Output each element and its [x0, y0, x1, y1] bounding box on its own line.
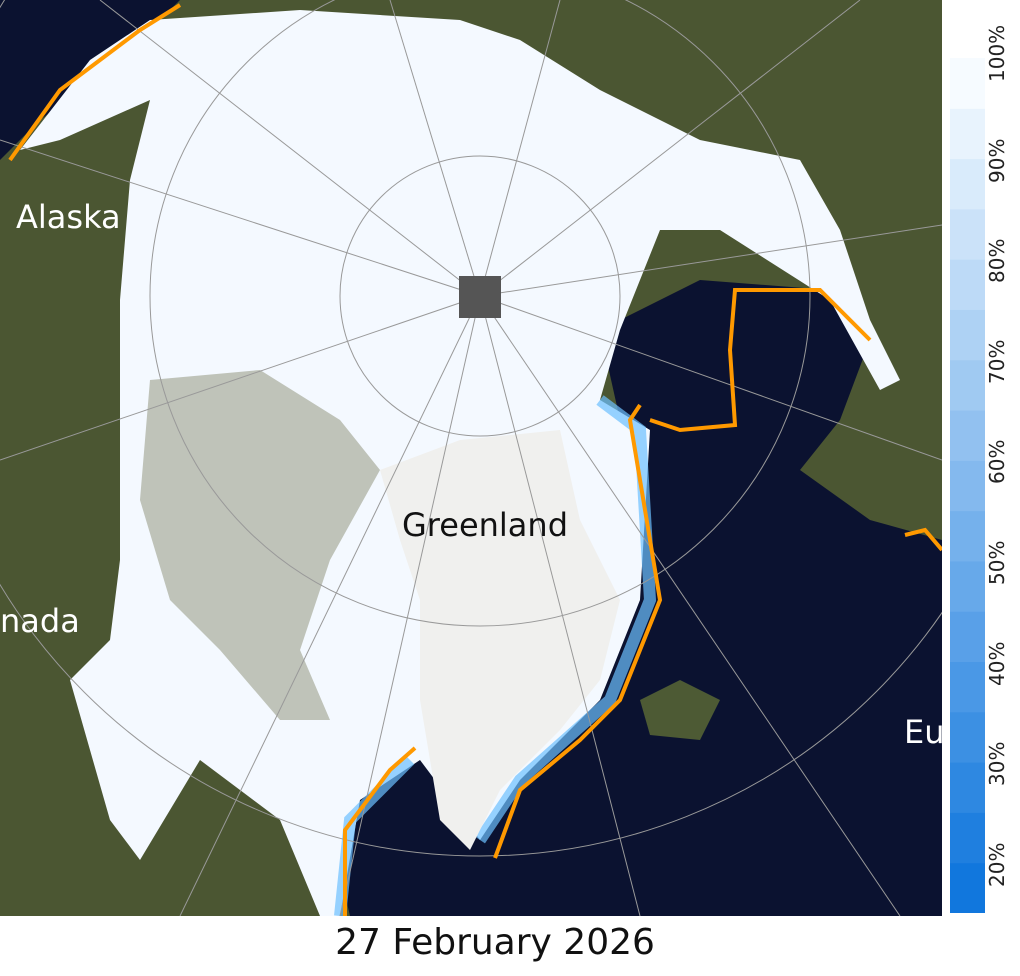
europe-label: Eu — [904, 713, 945, 751]
colorbar-tick-label: 90% — [985, 138, 1009, 183]
colorbar-band — [950, 762, 985, 813]
canada-label: nada — [0, 602, 80, 640]
canadian-archipelago — [140, 370, 380, 720]
atlantic-ocean — [330, 280, 942, 916]
colorbar-band — [950, 58, 985, 109]
colorbar-band — [950, 812, 985, 864]
colorbar-band — [950, 410, 985, 461]
colorbar-band — [950, 560, 985, 612]
colorbar-band — [950, 108, 985, 160]
colorbar-band — [950, 208, 985, 260]
colorbar-tick-label: 70% — [985, 339, 1009, 384]
ice-edge-line — [8, 3, 942, 916]
date-caption: 27 February 2026 — [335, 922, 655, 963]
colorbar — [950, 58, 985, 913]
colorbar-tick-label: 20% — [985, 842, 1009, 887]
colorbar-band — [950, 661, 985, 713]
colorbar-tick-label: 50% — [985, 540, 1009, 585]
colorbar-band — [950, 711, 985, 763]
colorbar-band — [950, 359, 985, 411]
greenland — [380, 430, 620, 850]
colorbar-band — [950, 611, 985, 663]
colorbar-tick-label: 40% — [985, 641, 1009, 686]
colorbar-band — [950, 862, 985, 913]
colorbar-band — [950, 158, 985, 210]
colorbar-band — [950, 460, 985, 512]
pole-hole — [459, 276, 501, 318]
greenland-label: Greenland — [402, 506, 568, 544]
graticule — [0, 0, 942, 916]
colorbar-tick-label: 30% — [985, 741, 1009, 787]
colorbar-band — [950, 510, 985, 562]
colorbar-tick-label: 80% — [985, 238, 1009, 284]
colorbar-tick-label: 100% — [985, 24, 1009, 82]
alaska-label: Alaska — [16, 198, 121, 236]
colorbar-band — [950, 259, 985, 310]
iceland — [640, 680, 720, 740]
colorbar-tick-label: 60% — [985, 439, 1009, 485]
colorbar-band — [950, 309, 985, 361]
sea-ice-map — [0, 0, 942, 916]
